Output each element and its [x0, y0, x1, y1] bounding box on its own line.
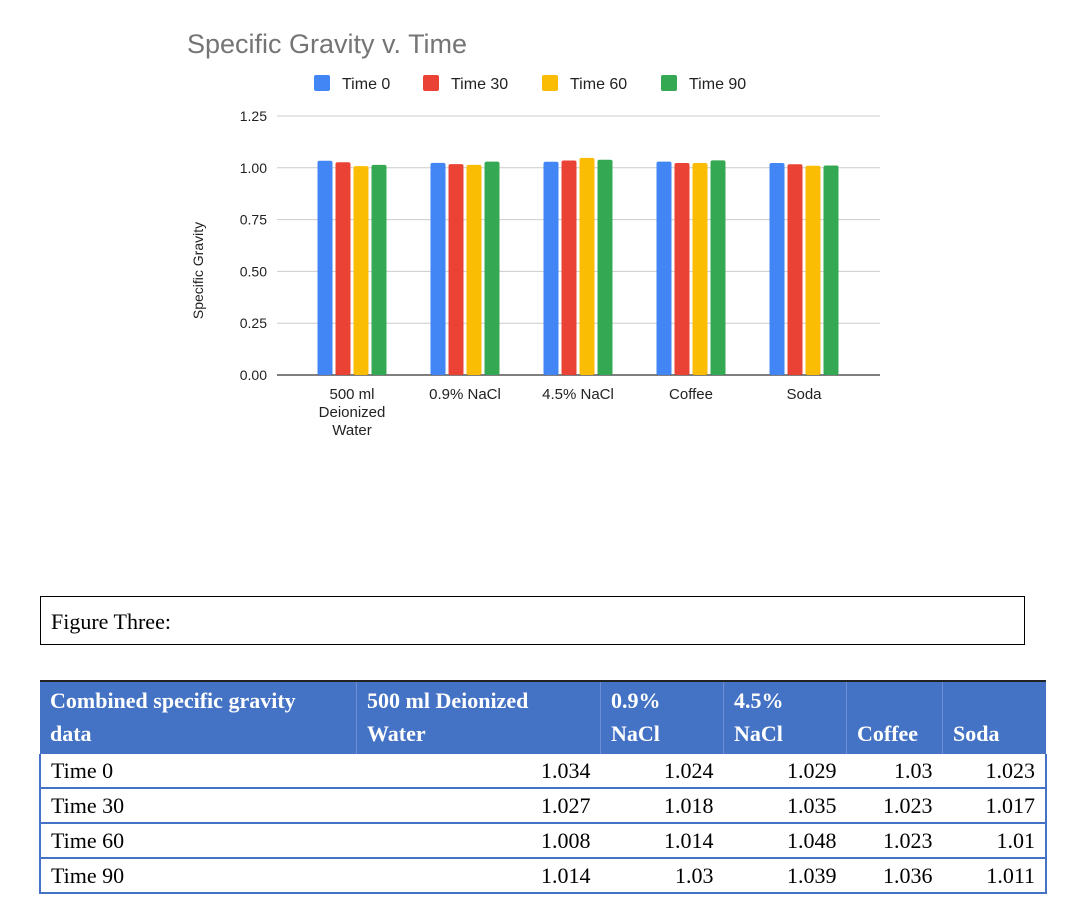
legend-label: Time 90 [689, 76, 746, 93]
bar [448, 164, 464, 375]
table-header-row: Combined specific gravity data 500 ml Deio… [40, 681, 1046, 754]
bar [353, 166, 369, 375]
table-cell: 1.034 [356, 754, 601, 789]
column-header-line: Combined specific gravity [50, 688, 296, 713]
y-axis-label: Specific Gravity [190, 222, 206, 319]
column-header-line [953, 684, 1036, 717]
x-tick-label: 500 ml [329, 386, 374, 403]
y-tick-label: 0.00 [240, 367, 267, 383]
table-cell: 1.014 [600, 823, 724, 859]
table-row: Time 0 1.034 1.024 1.029 1.03 1.023 [39, 754, 1047, 789]
legend-swatch [661, 75, 677, 91]
bar [823, 165, 839, 375]
figure-caption-box: Figure Three: [40, 596, 1025, 645]
table-cell: 1.03 [600, 858, 724, 894]
table-cell: Time 0 [39, 754, 357, 789]
column-header-line: Soda [953, 721, 1000, 746]
column-header-line: 4.5% [734, 688, 784, 713]
bar [561, 160, 577, 375]
table-cell: 1.03 [846, 754, 943, 789]
table-cell: 1.023 [846, 788, 943, 824]
bar [710, 160, 726, 375]
table-cell: 1.008 [356, 823, 601, 859]
column-header-line: data [50, 721, 92, 746]
column-header: Soda [942, 681, 1046, 754]
column-header-line: NaCl [611, 721, 660, 746]
table-cell: 1.018 [600, 788, 724, 824]
column-header: 500 ml Deionized Water [356, 681, 601, 754]
table-row: Time 90 1.014 1.03 1.039 1.036 1.011 [39, 858, 1047, 894]
column-header: Coffee [846, 681, 943, 754]
bar [335, 162, 351, 375]
table-cell: 1.035 [723, 788, 847, 824]
table-cell: 1.029 [723, 754, 847, 789]
bar [692, 163, 708, 375]
y-tick-label: 0.50 [240, 263, 267, 279]
bar [656, 161, 672, 375]
x-tick-label: 0.9% NaCl [429, 386, 501, 403]
table-cell: 1.027 [356, 788, 601, 824]
bar [769, 163, 785, 375]
column-header-line: 0.9% [611, 688, 661, 713]
table-row: Time 60 1.008 1.014 1.048 1.023 1.01 [39, 823, 1047, 859]
table-cell: 1.036 [846, 858, 943, 894]
table-cell: 1.039 [723, 858, 847, 894]
figure-caption: Figure Three: [51, 609, 171, 634]
table-cell: 1.01 [942, 823, 1047, 859]
column-header: 4.5% NaCl [723, 681, 847, 754]
bar [805, 165, 821, 375]
bar [466, 164, 482, 375]
y-tick-label: 0.75 [240, 212, 267, 228]
x-tick-label: 4.5% NaCl [542, 386, 614, 403]
table-cell: 1.023 [942, 754, 1047, 789]
bar [484, 161, 500, 375]
legend-swatch [314, 75, 330, 91]
legend-label: Time 0 [342, 76, 390, 93]
legend-swatch [542, 75, 558, 91]
bar [579, 157, 595, 375]
table-cell: Time 60 [39, 823, 357, 859]
table-cell: 1.048 [723, 823, 847, 859]
table-cell: Time 30 [39, 788, 357, 824]
column-header-line [857, 684, 932, 717]
table-row: Time 30 1.027 1.018 1.035 1.023 1.017 [39, 788, 1047, 824]
column-header: 0.9% NaCl [600, 681, 724, 754]
table-cell: Time 90 [39, 858, 357, 894]
x-tick-label: Water [332, 422, 371, 439]
bar [787, 164, 803, 375]
bar [430, 162, 446, 375]
y-tick-label: 1.00 [240, 160, 267, 176]
table-cell: 1.023 [846, 823, 943, 859]
column-header: Combined specific gravity data [40, 681, 357, 754]
y-tick-label: 0.25 [240, 315, 267, 331]
table-cell: 1.014 [356, 858, 601, 894]
bar [674, 163, 690, 375]
column-header-line: 500 ml Deionized [367, 688, 529, 713]
legend-label: Time 60 [570, 76, 627, 93]
bar [371, 164, 387, 375]
specific-gravity-chart: Specific Gravity v. Time Time 0 Time 30 Tim… [187, 29, 880, 439]
chart-title: Specific Gravity v. Time [187, 29, 467, 59]
bar [543, 161, 559, 375]
legend-label: Time 30 [451, 76, 508, 93]
bar [597, 159, 613, 375]
column-header-line: Coffee [857, 721, 919, 746]
specific-gravity-table: Combined specific gravity data 500 ml Deio… [39, 680, 1047, 894]
column-header-line: Water [367, 721, 426, 746]
bar [317, 160, 333, 375]
table-cell: 1.011 [942, 858, 1047, 894]
table-cell: 1.017 [942, 788, 1047, 824]
legend-swatch [423, 75, 439, 91]
y-tick-label: 1.25 [240, 108, 267, 124]
x-tick-label: Coffee [669, 386, 713, 403]
table-cell: 1.024 [600, 754, 724, 789]
x-tick-label: Deionized [319, 404, 386, 421]
column-header-line: NaCl [734, 721, 783, 746]
x-tick-label: Soda [786, 386, 822, 403]
